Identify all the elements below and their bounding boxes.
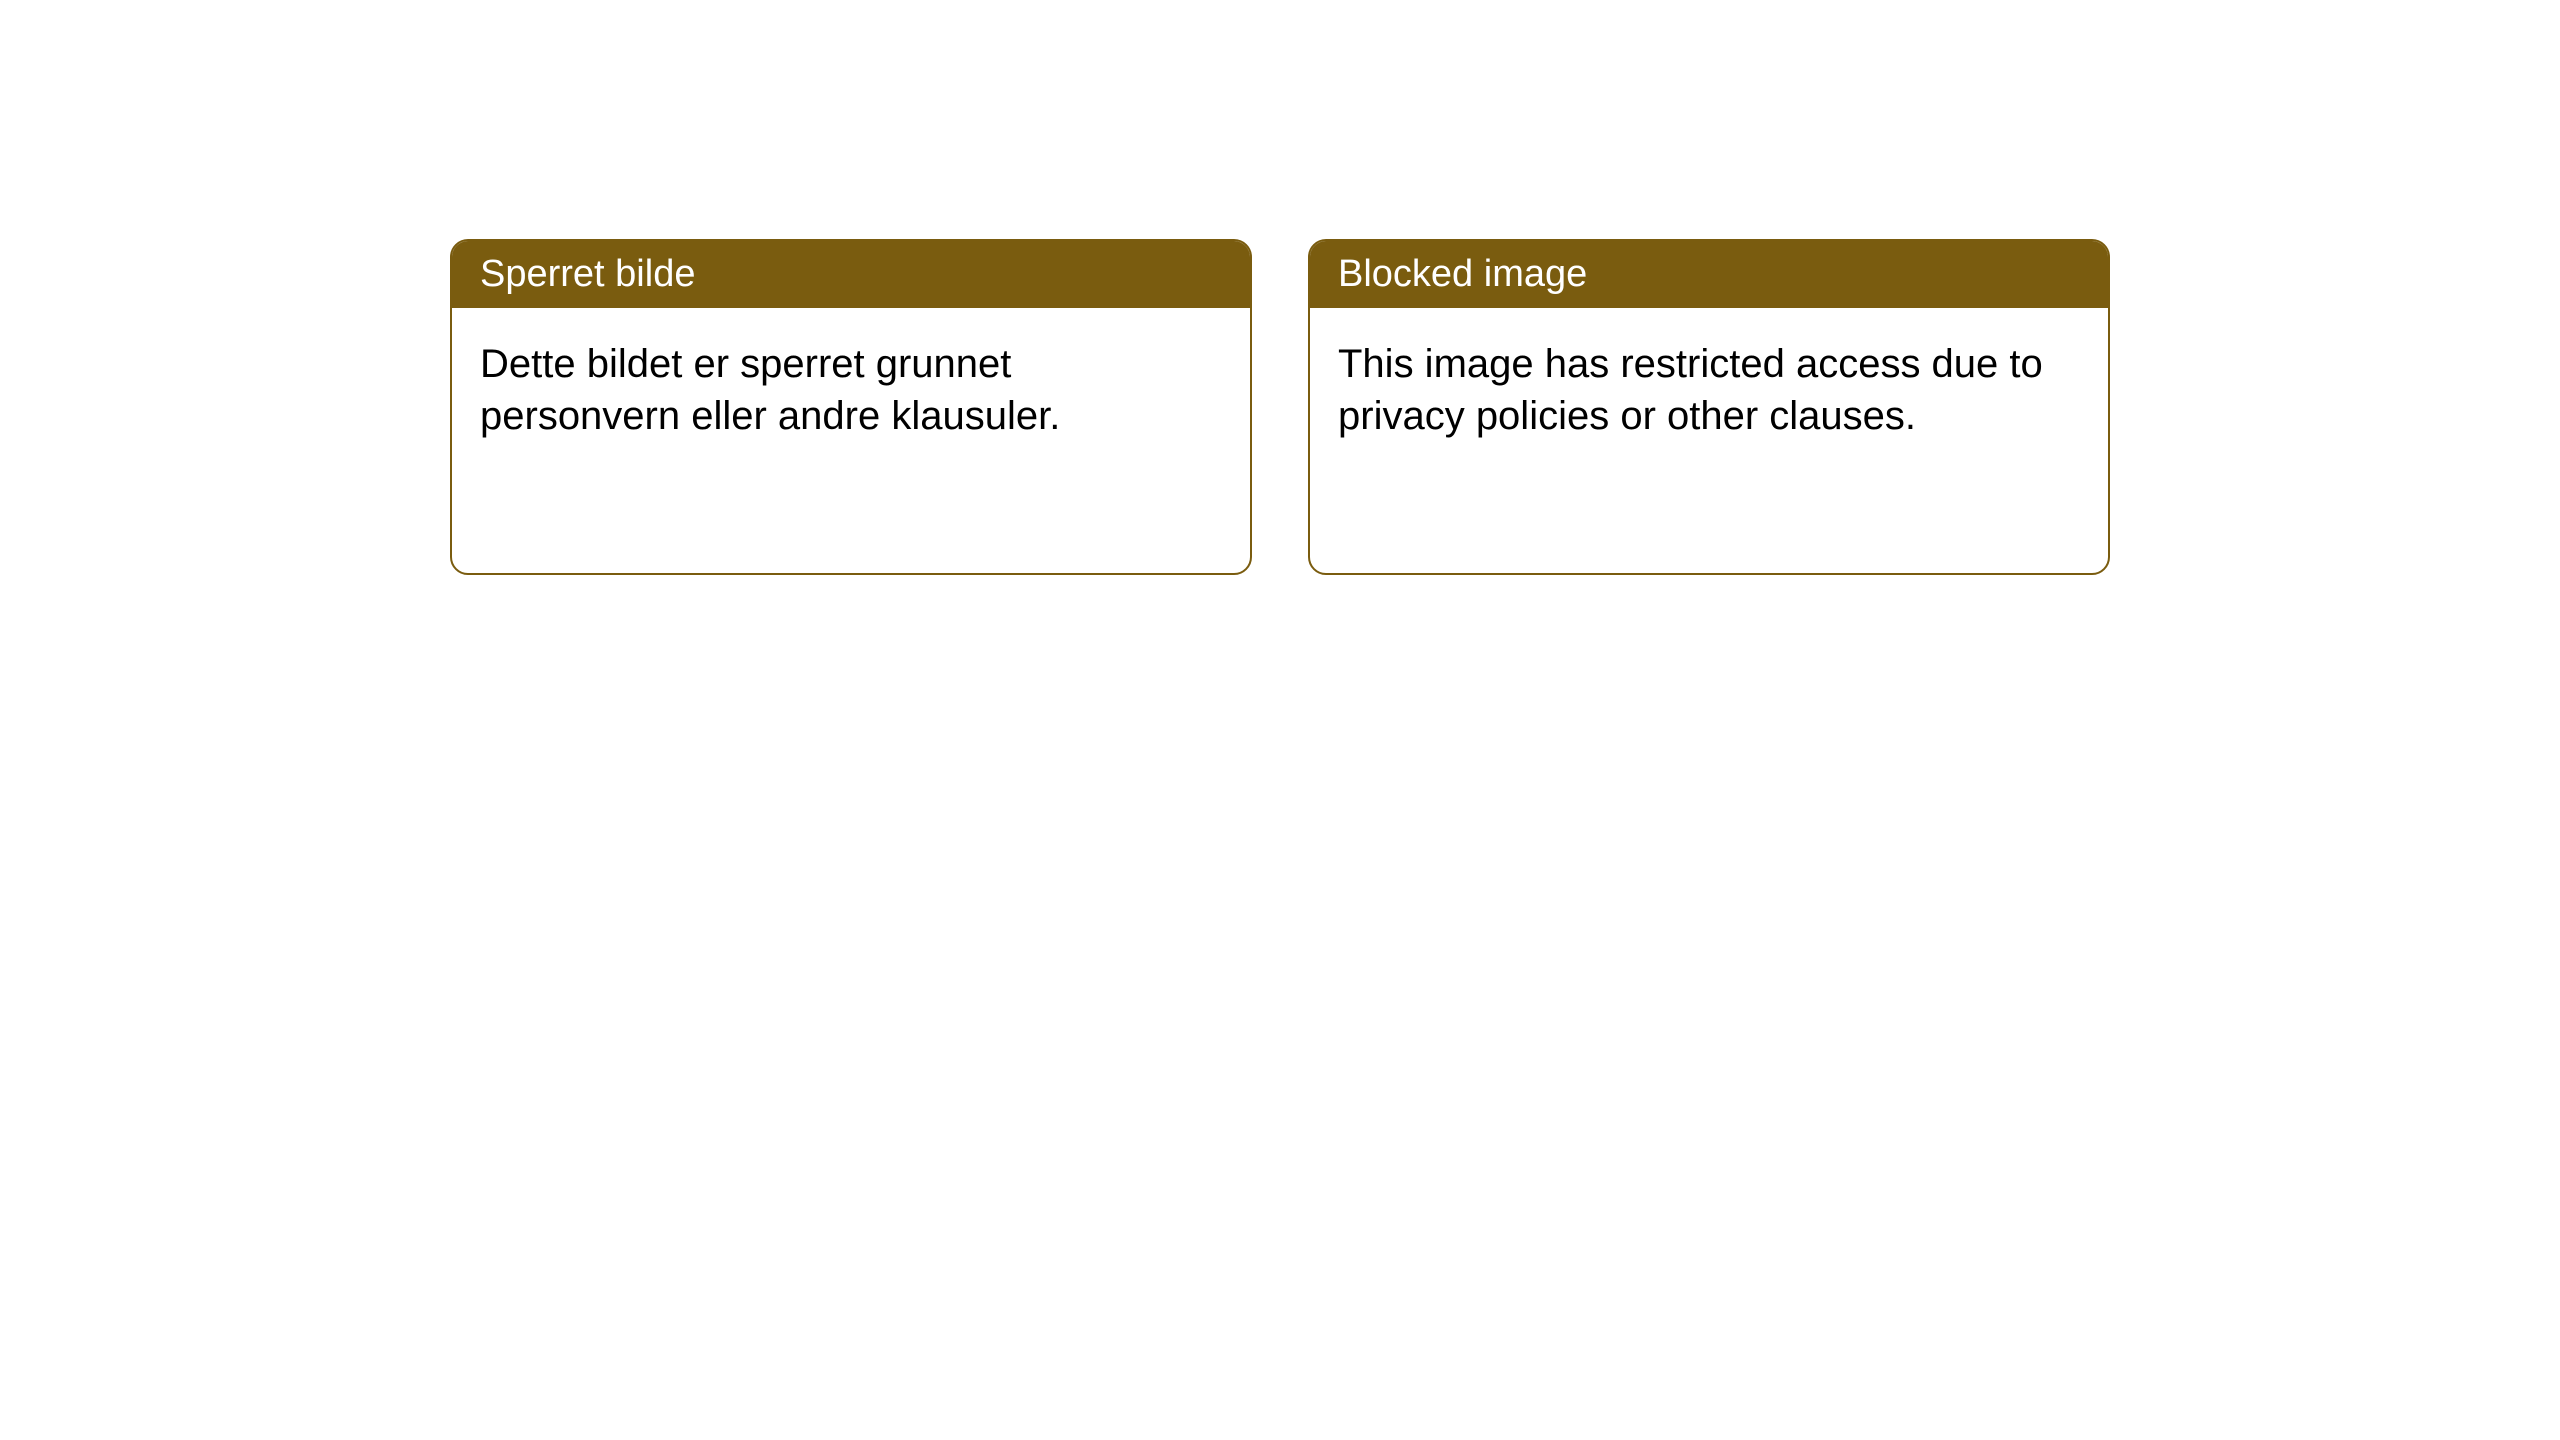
- blocked-image-cards: Sperret bilde Dette bildet er sperret gr…: [450, 239, 2110, 575]
- card-body-text-en: This image has restricted access due to …: [1338, 342, 2043, 438]
- card-body-en: This image has restricted access due to …: [1310, 308, 2108, 472]
- card-body-no: Dette bildet er sperret grunnet personve…: [452, 308, 1250, 472]
- card-header-no: Sperret bilde: [452, 241, 1250, 308]
- card-body-text-no: Dette bildet er sperret grunnet personve…: [480, 342, 1060, 438]
- blocked-image-card-no: Sperret bilde Dette bildet er sperret gr…: [450, 239, 1252, 575]
- card-title-en: Blocked image: [1338, 253, 1587, 295]
- card-header-en: Blocked image: [1310, 241, 2108, 308]
- card-title-no: Sperret bilde: [480, 253, 695, 295]
- blocked-image-card-en: Blocked image This image has restricted …: [1308, 239, 2110, 575]
